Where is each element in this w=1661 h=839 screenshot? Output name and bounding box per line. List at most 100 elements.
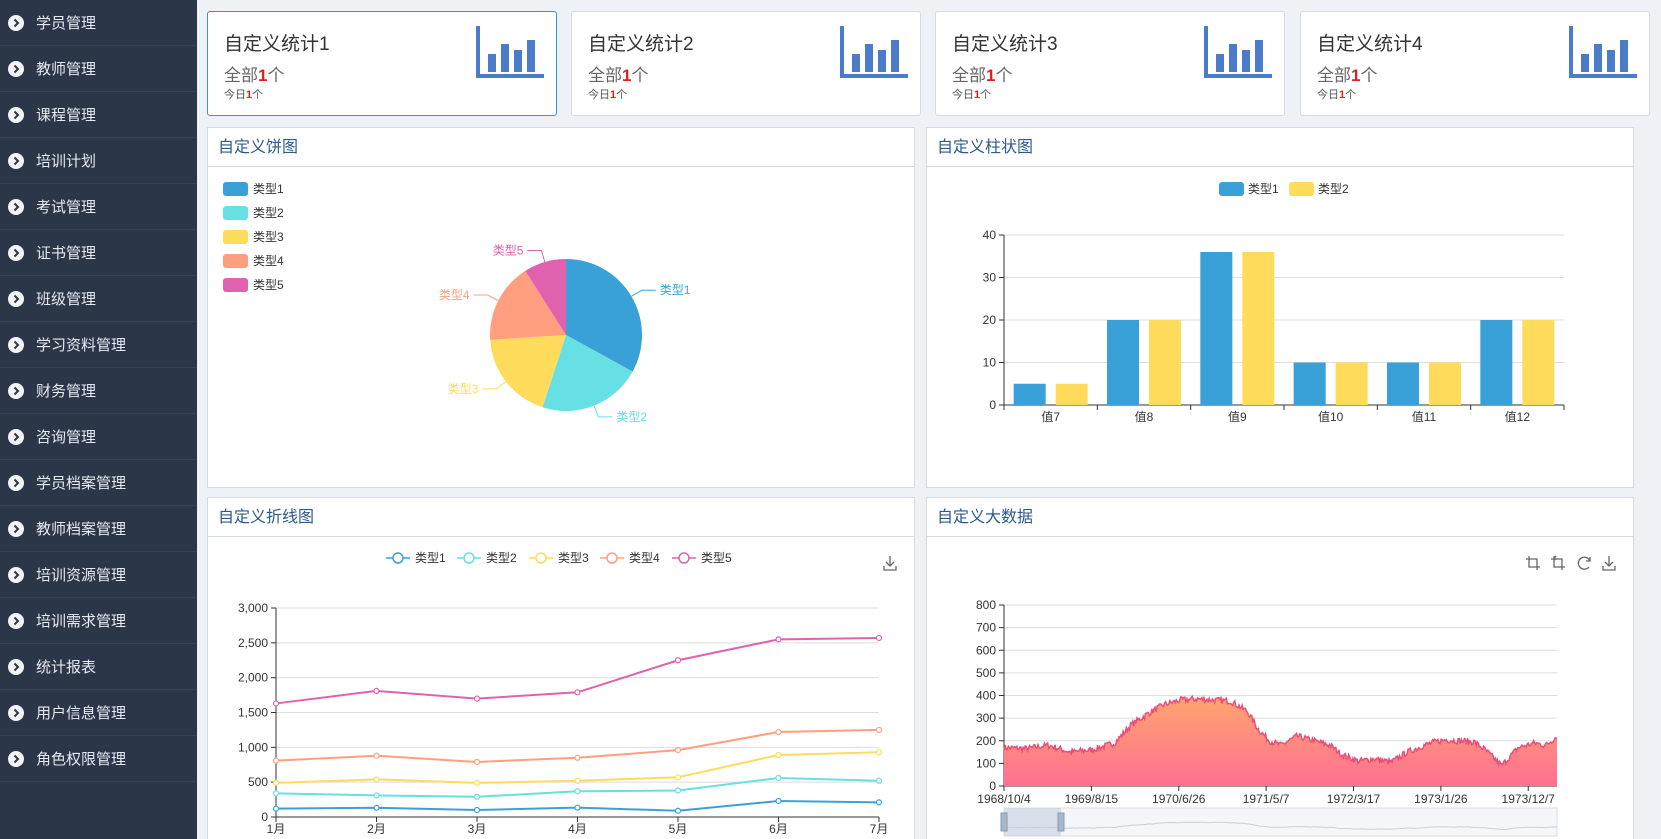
sidebar-item-4[interactable]: 培训计划 bbox=[0, 138, 197, 184]
restore-icon[interactable] bbox=[1577, 556, 1591, 570]
data-point[interactable] bbox=[674, 787, 682, 794]
bar[interactable] bbox=[1013, 383, 1046, 405]
area-line[interactable] bbox=[1003, 694, 1558, 768]
data-point[interactable] bbox=[775, 636, 782, 643]
data-point[interactable] bbox=[473, 779, 481, 786]
data-point[interactable] bbox=[775, 728, 782, 736]
data-point[interactable] bbox=[875, 634, 883, 642]
sidebar-item-2[interactable]: 教师管理 bbox=[0, 46, 197, 92]
line-legend-item[interactable]: 类型1 bbox=[386, 551, 446, 565]
x-tick-label: 值11 bbox=[1412, 409, 1437, 424]
pie-legend-item[interactable]: 类型5 bbox=[223, 278, 284, 292]
line-legend-item[interactable]: 类型3 bbox=[529, 551, 589, 565]
bar[interactable] bbox=[1200, 252, 1233, 405]
data-point[interactable] bbox=[775, 797, 782, 805]
pie-slice[interactable] bbox=[490, 335, 566, 408]
data-point[interactable] bbox=[875, 777, 883, 784]
bar[interactable] bbox=[1055, 383, 1088, 405]
line-legend-item[interactable]: 类型5 bbox=[672, 551, 732, 565]
sidebar-item-6[interactable]: 证书管理 bbox=[0, 230, 197, 276]
data-point[interactable] bbox=[574, 777, 581, 784]
sidebar-item-11[interactable]: 学员档案管理 bbox=[0, 460, 197, 506]
line-legend-item[interactable]: 类型2 bbox=[457, 551, 517, 565]
pie-slice[interactable] bbox=[566, 259, 642, 372]
pie-legend-item[interactable]: 类型1 bbox=[223, 182, 284, 196]
bar[interactable] bbox=[1107, 320, 1139, 405]
legend-marker bbox=[392, 552, 404, 564]
data-point[interactable] bbox=[875, 799, 883, 806]
sidebar-item-12[interactable]: 教师档案管理 bbox=[0, 506, 197, 552]
data-point[interactable] bbox=[875, 726, 883, 734]
data-point[interactable] bbox=[574, 689, 581, 696]
pie-slice[interactable] bbox=[525, 259, 566, 335]
bar[interactable] bbox=[1149, 320, 1181, 405]
pie-legend-item[interactable]: 类型2 bbox=[223, 206, 284, 220]
sidebar-item-10[interactable]: 咨询管理 bbox=[0, 414, 197, 460]
data-point[interactable] bbox=[272, 757, 280, 764]
sidebar-item-16[interactable]: 用户信息管理 bbox=[0, 690, 197, 736]
data-point[interactable] bbox=[775, 751, 782, 759]
data-point[interactable] bbox=[272, 805, 280, 812]
data-point[interactable] bbox=[373, 792, 380, 799]
data-zoom-slider[interactable] bbox=[1000, 807, 1558, 837]
zoom-icon[interactable] bbox=[1526, 556, 1540, 570]
pie-slice[interactable] bbox=[489, 270, 566, 340]
data-point[interactable] bbox=[473, 806, 481, 814]
data-point[interactable] bbox=[473, 793, 481, 800]
x-tick-label: 1972/3/17 bbox=[1327, 792, 1381, 806]
data-point[interactable] bbox=[272, 779, 280, 786]
download-icon[interactable] bbox=[1602, 556, 1616, 571]
stat-card-3[interactable]: 自定义统计3 全部1个 今日1个 bbox=[935, 11, 1285, 116]
sidebar-item-13[interactable]: 培训资源管理 bbox=[0, 552, 197, 598]
data-point[interactable] bbox=[574, 788, 581, 795]
bar[interactable] bbox=[1293, 362, 1326, 406]
sidebar-item-17[interactable]: 角色权限管理 bbox=[0, 736, 197, 782]
data-point[interactable] bbox=[674, 807, 682, 814]
bar-legend-item[interactable]: 类型2 bbox=[1289, 182, 1349, 196]
data-point[interactable] bbox=[373, 687, 380, 695]
data-point[interactable] bbox=[574, 804, 581, 811]
zoom-reset-icon[interactable] bbox=[1551, 555, 1565, 570]
pie-legend-item[interactable]: 类型3 bbox=[223, 230, 284, 244]
bar-legend-item[interactable]: 类型1 bbox=[1219, 182, 1279, 196]
sidebar-item-9[interactable]: 财务管理 bbox=[0, 368, 197, 414]
sidebar-item-3[interactable]: 课程管理 bbox=[0, 92, 197, 138]
sidebar-item-5[interactable]: 考试管理 bbox=[0, 184, 197, 230]
data-point[interactable] bbox=[373, 752, 380, 759]
zoom-window[interactable] bbox=[1004, 808, 1061, 836]
bar[interactable] bbox=[1480, 320, 1513, 405]
data-point[interactable] bbox=[473, 758, 481, 766]
data-point[interactable] bbox=[473, 695, 481, 702]
bar[interactable] bbox=[1522, 320, 1555, 405]
bar[interactable] bbox=[1335, 362, 1368, 406]
sidebar-item-14[interactable]: 培训需求管理 bbox=[0, 598, 197, 644]
sidebar-item-8[interactable]: 学习资料管理 bbox=[0, 322, 197, 368]
data-point[interactable] bbox=[272, 700, 280, 707]
zoom-handle[interactable] bbox=[1000, 812, 1008, 832]
stat-card-2[interactable]: 自定义统计2 全部1个 今日1个 bbox=[571, 11, 921, 116]
download-icon[interactable] bbox=[883, 556, 897, 571]
pie-legend-item[interactable]: 类型4 bbox=[223, 254, 284, 268]
stat-card-1[interactable]: 自定义统计1 全部1个 今日1个 bbox=[207, 11, 557, 116]
data-point[interactable] bbox=[373, 776, 380, 783]
data-point[interactable] bbox=[574, 754, 581, 761]
data-point[interactable] bbox=[674, 657, 682, 664]
chevron-right-icon bbox=[8, 14, 24, 31]
sidebar-item-1[interactable]: 学员管理 bbox=[0, 0, 197, 46]
bar[interactable] bbox=[1429, 362, 1461, 406]
zoom-handle[interactable] bbox=[1057, 812, 1065, 832]
data-point[interactable] bbox=[373, 804, 380, 811]
line-legend-item[interactable]: 类型4 bbox=[600, 551, 660, 565]
sidebar-item-7[interactable]: 班级管理 bbox=[0, 276, 197, 322]
data-point[interactable] bbox=[775, 774, 782, 782]
sidebar-item-15[interactable]: 统计报表 bbox=[0, 644, 197, 690]
data-point[interactable] bbox=[272, 790, 280, 797]
bar[interactable] bbox=[1242, 252, 1275, 405]
sidebar-item-label: 角色权限管理 bbox=[36, 751, 127, 768]
stat-card-4[interactable]: 自定义统计4 全部1个 今日1个 bbox=[1300, 11, 1650, 116]
data-point[interactable] bbox=[674, 747, 682, 754]
data-point[interactable] bbox=[875, 749, 883, 756]
bar[interactable] bbox=[1387, 362, 1419, 406]
data-point[interactable] bbox=[674, 774, 682, 781]
pie-slice[interactable] bbox=[542, 335, 633, 411]
